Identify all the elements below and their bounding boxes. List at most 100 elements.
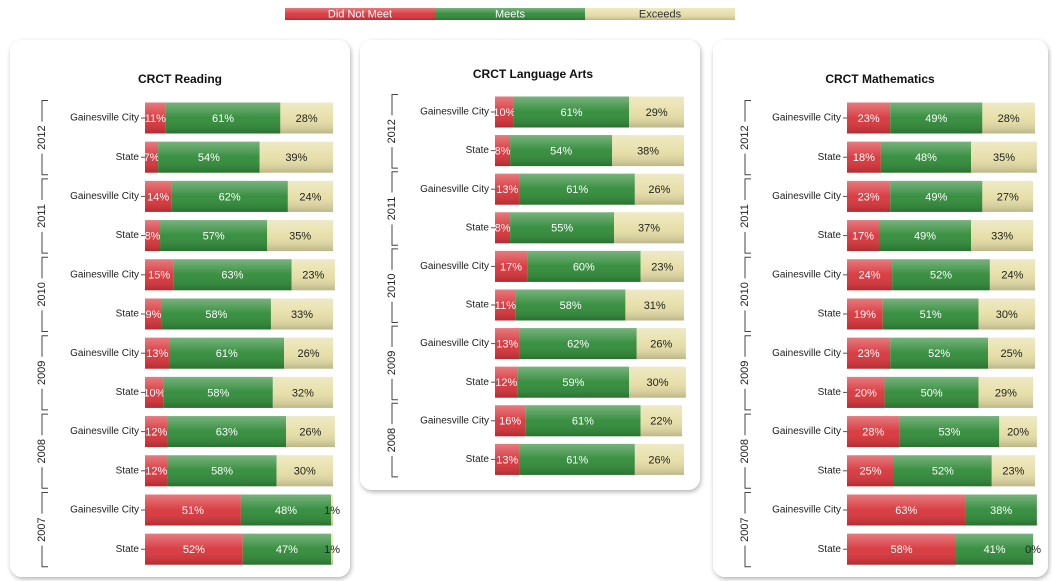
bar-segment	[965, 494, 1037, 526]
bar-shine	[145, 337, 170, 369]
bar-segment	[331, 494, 333, 526]
data-label: 63%	[221, 270, 243, 282]
data-label: 41%	[984, 544, 1006, 556]
category-label: State	[116, 152, 140, 163]
data-label: 23%	[858, 113, 880, 125]
bar-shine	[145, 376, 164, 408]
bar-shine	[495, 443, 520, 475]
bar-shine	[629, 96, 684, 128]
bar-shine	[847, 259, 893, 291]
bar-segment	[988, 337, 1035, 369]
data-label: 48%	[275, 505, 297, 517]
bar-shine	[284, 337, 333, 369]
group-label: 2012	[386, 119, 398, 143]
group-label: 2009	[386, 351, 398, 375]
bar-shine	[636, 328, 686, 360]
bar-shine	[884, 376, 979, 408]
bar-segment	[145, 259, 174, 291]
bar-segment	[847, 102, 891, 134]
data-label: 24%	[299, 191, 321, 203]
bar-shine	[847, 141, 881, 173]
bar-segment	[145, 180, 172, 212]
data-label: 47%	[276, 544, 298, 556]
data-label: 22%	[650, 416, 672, 428]
data-label: 16%	[499, 416, 521, 428]
bar-segment	[847, 533, 957, 565]
category-label: Gainesville City	[420, 184, 489, 195]
bar-segment	[978, 298, 1035, 330]
bar-segment	[240, 494, 332, 526]
bar-shine	[495, 328, 520, 360]
bar-shine	[495, 135, 511, 167]
data-label: 25%	[859, 466, 881, 478]
bar-shine	[640, 250, 684, 282]
data-label: 24%	[1001, 270, 1023, 282]
group-label: 2011	[36, 204, 48, 228]
bar-segment	[517, 366, 630, 398]
bar-segment	[495, 173, 520, 205]
bar-segment	[160, 220, 268, 252]
data-label: 33%	[291, 309, 313, 321]
bar-shine	[890, 102, 983, 134]
data-label: 24%	[859, 270, 881, 282]
bar-shine	[145, 259, 174, 291]
data-label: 13%	[496, 184, 518, 196]
bar-shine	[145, 141, 159, 173]
bar-segment	[890, 180, 983, 212]
bar-shine	[331, 533, 333, 565]
bar-segment	[847, 259, 893, 291]
bar-shine	[847, 298, 883, 330]
bar-segment	[640, 405, 683, 437]
data-label: 26%	[648, 454, 670, 466]
bar-shine	[956, 533, 1034, 565]
category-label: State	[818, 544, 842, 555]
data-label: 13%	[146, 348, 168, 360]
data-label: 12%	[495, 377, 517, 389]
bar-segment	[612, 135, 684, 167]
data-label: 49%	[925, 113, 947, 125]
data-label: 12%	[145, 466, 167, 478]
group-label: 2011	[386, 197, 398, 221]
data-label: 1%	[324, 544, 340, 556]
data-label: 17%	[500, 261, 522, 273]
category-label: State	[818, 387, 842, 398]
group-bracket	[41, 100, 48, 176]
data-label: 62%	[219, 191, 241, 203]
data-label: 48%	[915, 152, 937, 164]
bar-shine	[160, 220, 268, 252]
bar-segment	[636, 328, 686, 360]
bar-segment	[515, 289, 626, 321]
bar-shine	[158, 141, 260, 173]
group-bracket	[41, 335, 48, 411]
data-label: 11%	[145, 113, 166, 125]
bar-segment	[145, 141, 159, 173]
data-label: 30%	[647, 377, 669, 389]
data-label: 1%	[324, 505, 340, 517]
bar-segment	[145, 455, 168, 487]
bar-shine	[495, 173, 520, 205]
data-label: 29%	[995, 387, 1017, 399]
bar-shine	[515, 289, 626, 321]
data-label: 39%	[285, 152, 307, 164]
category-label: State	[818, 465, 842, 476]
data-label: 61%	[561, 107, 583, 119]
bar-segment	[495, 443, 520, 475]
bar-shine	[982, 102, 1035, 134]
bar-segment	[847, 337, 891, 369]
group-label: 2009	[36, 361, 48, 385]
legend-shine	[435, 8, 585, 20]
bar-segment	[956, 533, 1034, 565]
bar-shine	[145, 298, 162, 330]
category-label: Gainesville City	[772, 269, 841, 280]
bar-segment	[495, 328, 520, 360]
legend-label: Exceeds	[639, 8, 682, 20]
legend-shine	[285, 8, 435, 20]
bar-shine	[527, 250, 641, 282]
bar-segment	[167, 416, 286, 448]
bar-segment	[892, 259, 990, 291]
category-label: Gainesville City	[70, 505, 139, 516]
bar-shine	[167, 455, 277, 487]
data-label: 49%	[925, 191, 947, 203]
bar-shine	[971, 220, 1034, 252]
bar-shine	[847, 455, 894, 487]
